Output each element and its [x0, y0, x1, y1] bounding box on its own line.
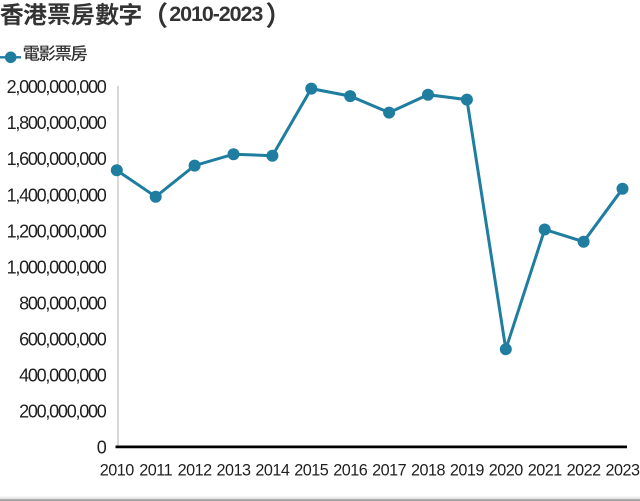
svg-text:2010-2023: 2010-2023 [169, 2, 263, 26]
svg-text:2010: 2010 [100, 462, 135, 480]
svg-text:2,000,000,000: 2,000,000,000 [7, 77, 107, 97]
svg-text:2013: 2013 [216, 462, 251, 480]
svg-text:1,600,000,000: 1,600,000,000 [7, 149, 107, 169]
svg-text:600,000,000: 600,000,000 [19, 330, 107, 350]
svg-text:2017: 2017 [372, 462, 407, 480]
svg-text:2014: 2014 [255, 462, 290, 480]
svg-text:2019: 2019 [450, 462, 485, 480]
svg-text:400,000,000: 400,000,000 [19, 366, 107, 386]
svg-text:2018: 2018 [411, 462, 446, 480]
svg-text:2012: 2012 [178, 462, 213, 480]
svg-text:1,200,000,000: 1,200,000,000 [7, 221, 107, 241]
svg-text:2015: 2015 [294, 462, 329, 480]
svg-text:2016: 2016 [333, 462, 368, 480]
svg-text:2022: 2022 [567, 462, 602, 480]
svg-text:2021: 2021 [528, 462, 563, 480]
svg-text:2011: 2011 [139, 462, 172, 480]
svg-text:1,400,000,000: 1,400,000,000 [7, 185, 107, 205]
svg-text:2020: 2020 [489, 462, 524, 480]
svg-text:2023: 2023 [605, 462, 640, 480]
svg-text:200,000,000: 200,000,000 [19, 402, 107, 422]
svg-text:1,800,000,000: 1,800,000,000 [7, 113, 107, 133]
svg-text:1,000,000,000: 1,000,000,000 [7, 257, 107, 277]
svg-text:800,000,000: 800,000,000 [19, 293, 107, 313]
svg-text:0: 0 [97, 438, 107, 458]
